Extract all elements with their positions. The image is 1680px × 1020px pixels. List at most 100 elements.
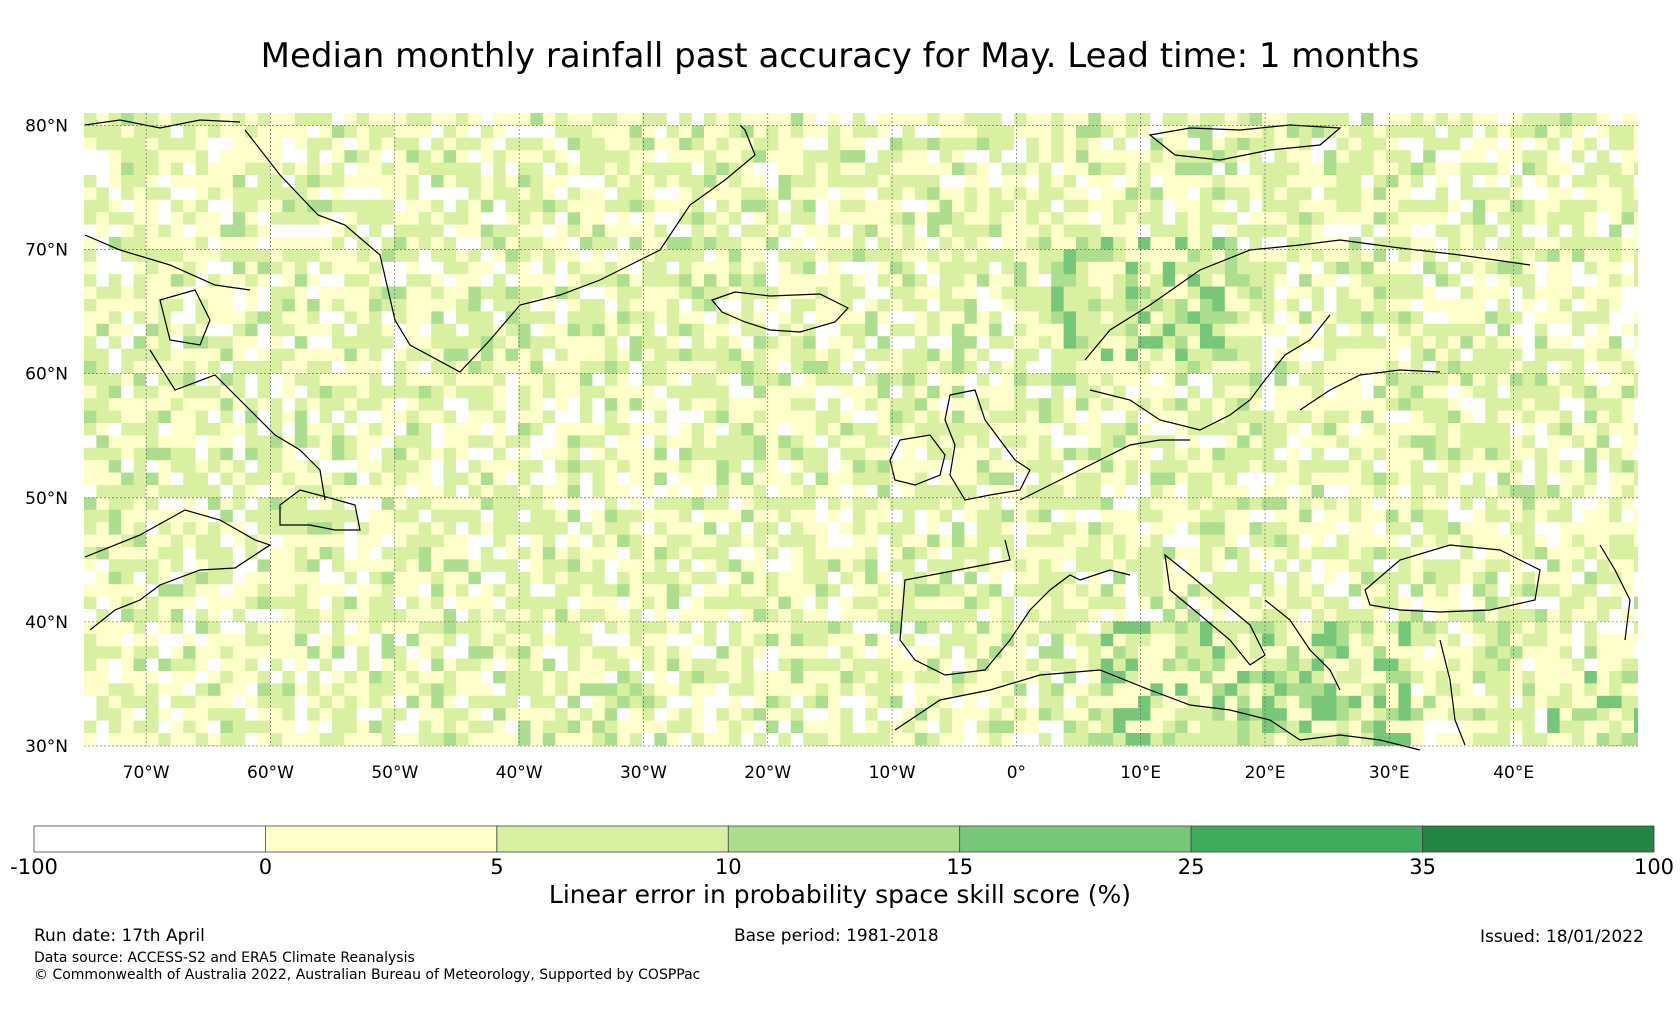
skill-cell	[1596, 199, 1610, 213]
skill-cell	[1547, 398, 1561, 412]
skill-cell	[1200, 460, 1213, 474]
skill-cell	[679, 435, 693, 449]
skill-cell	[1113, 361, 1127, 374]
skill-cell	[1212, 423, 1226, 436]
skill-cell	[952, 373, 965, 387]
skill-cell	[1460, 224, 1474, 238]
skill-cell	[1138, 237, 1151, 250]
skill-cell	[1361, 522, 1375, 536]
skill-cell	[480, 584, 494, 598]
skill-cell	[1026, 125, 1040, 139]
skill-cell	[294, 373, 308, 387]
skill-cell	[976, 113, 990, 126]
skill-cell	[381, 509, 395, 523]
skill-cell	[592, 137, 606, 151]
skill-cell	[666, 323, 680, 337]
skill-cell	[1485, 224, 1499, 238]
skill-cell	[1634, 113, 1638, 126]
skill-cell	[555, 137, 569, 151]
skill-cell	[1435, 311, 1449, 325]
skill-cell	[1336, 299, 1350, 312]
skill-cell	[790, 261, 804, 275]
skill-cell	[1324, 286, 1337, 300]
skill-cell	[1138, 571, 1151, 585]
skill-cell	[1224, 398, 1238, 412]
skill-cell	[257, 423, 271, 436]
skill-cell	[356, 125, 370, 139]
skill-cell	[1386, 323, 1399, 337]
skill-cell	[1485, 336, 1499, 350]
skill-cell	[828, 361, 841, 374]
skill-cell	[1485, 398, 1499, 412]
skill-cell	[394, 137, 407, 151]
skill-cell	[1361, 336, 1375, 350]
skill-cell	[468, 373, 482, 387]
skill-cell	[1336, 261, 1350, 275]
skill-cell	[1510, 311, 1523, 325]
skill-cell	[1609, 162, 1623, 176]
skill-cell	[604, 125, 618, 139]
skill-cell	[840, 373, 854, 387]
skill-cell	[493, 274, 507, 288]
skill-cell	[580, 596, 593, 610]
skill-cell	[307, 187, 321, 201]
skill-cell	[96, 224, 110, 238]
skill-cell	[84, 559, 97, 573]
skill-cell	[666, 137, 680, 151]
skill-cell	[704, 584, 717, 598]
skill-cell	[1001, 435, 1015, 449]
skill-cell	[518, 571, 531, 585]
skill-cell	[1547, 125, 1561, 139]
skill-cell	[1398, 534, 1412, 548]
skill-cell	[1596, 137, 1610, 151]
skill-cell	[356, 237, 370, 250]
skill-cell	[356, 447, 370, 461]
skill-cell	[989, 497, 1003, 511]
skill-cell	[914, 497, 928, 511]
skill-cell	[1621, 113, 1635, 126]
skill-cell	[158, 175, 172, 188]
skill-cell	[220, 534, 234, 548]
skill-cell	[530, 410, 544, 424]
skill-cell	[1175, 224, 1189, 238]
skill-cell	[1324, 547, 1337, 560]
skill-cell	[1162, 373, 1176, 387]
skill-cell	[1162, 249, 1176, 263]
skill-cell	[1001, 187, 1015, 201]
skill-cell	[753, 199, 767, 213]
skill-cell	[518, 175, 531, 188]
skill-cell	[431, 361, 445, 374]
skill-cell	[108, 509, 122, 523]
skill-cell	[1200, 113, 1213, 126]
skill-cell	[1076, 497, 1089, 511]
skill-cell	[1584, 559, 1598, 573]
skill-cell	[1460, 125, 1474, 139]
skill-cell	[542, 485, 556, 498]
skill-cell	[1634, 261, 1638, 275]
skill-cell	[790, 361, 804, 374]
skill-cell	[629, 237, 643, 250]
skill-cell	[208, 509, 221, 523]
skill-cell	[753, 485, 767, 498]
skill-cell	[356, 286, 370, 300]
skill-cell	[1522, 199, 1536, 213]
skill-cell	[1584, 274, 1598, 288]
skill-cell	[728, 150, 742, 164]
skill-cell	[1299, 435, 1313, 449]
skill-cell	[815, 212, 829, 226]
skill-cell	[976, 398, 990, 412]
skill-cell	[679, 447, 693, 461]
skill-cell	[1212, 385, 1226, 399]
skill-cell	[158, 435, 172, 449]
skill-cell	[1100, 261, 1114, 275]
skill-cell	[753, 336, 767, 350]
skill-cell	[1262, 571, 1275, 585]
skill-cell	[1138, 137, 1151, 151]
skill-cell	[1113, 212, 1127, 226]
skill-cell	[1150, 472, 1164, 486]
skill-cell	[1249, 472, 1263, 486]
skill-cell	[1063, 596, 1077, 610]
skill-cell	[927, 336, 941, 350]
skill-cell	[1026, 584, 1040, 598]
skill-cell	[1088, 224, 1102, 238]
